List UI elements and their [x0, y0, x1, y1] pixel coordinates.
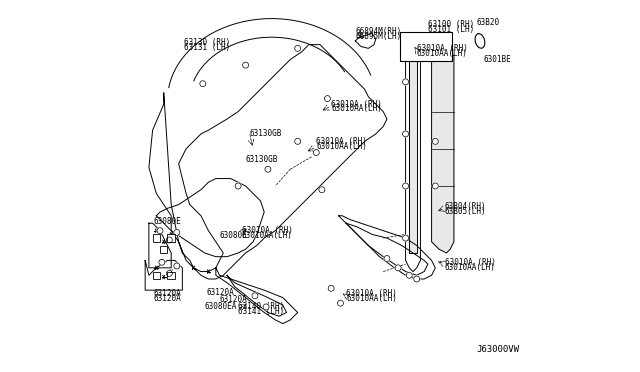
Text: 63120A: 63120A: [154, 294, 181, 303]
Circle shape: [403, 235, 408, 241]
Text: 63B05(LH): 63B05(LH): [445, 207, 486, 216]
Text: 63010A (RH): 63010A (RH): [445, 258, 495, 267]
Text: 63B04(RH): 63B04(RH): [445, 202, 486, 211]
Circle shape: [384, 256, 390, 262]
Circle shape: [263, 304, 269, 310]
Text: 6301BE: 6301BE: [484, 55, 511, 64]
Circle shape: [166, 270, 172, 276]
Text: 63120A: 63120A: [207, 288, 234, 296]
Circle shape: [294, 45, 301, 51]
Circle shape: [324, 96, 330, 102]
Text: 63080E: 63080E: [154, 217, 181, 226]
Text: 66894M(RH): 66894M(RH): [355, 27, 401, 36]
FancyBboxPatch shape: [168, 234, 175, 242]
FancyBboxPatch shape: [168, 272, 175, 279]
FancyBboxPatch shape: [400, 32, 452, 61]
Text: 63140 (RH): 63140 (RH): [238, 302, 284, 311]
Circle shape: [403, 183, 408, 189]
Text: 63010A (RH): 63010A (RH): [331, 100, 382, 109]
Text: 63010A (RH): 63010A (RH): [417, 44, 468, 53]
Circle shape: [433, 183, 438, 189]
Circle shape: [403, 79, 408, 85]
Text: 63010AA(LH): 63010AA(LH): [331, 105, 382, 113]
Circle shape: [252, 293, 258, 299]
Circle shape: [406, 272, 412, 278]
Text: 63080EA: 63080EA: [205, 302, 237, 311]
Text: 63141 (LH): 63141 (LH): [238, 307, 284, 316]
Text: 63010AA(LH): 63010AA(LH): [316, 142, 367, 151]
Text: 63010AA(LH): 63010AA(LH): [242, 231, 292, 240]
Text: 63080E: 63080E: [220, 231, 247, 240]
Circle shape: [174, 263, 180, 269]
Circle shape: [314, 150, 319, 155]
Text: 63010A (RH): 63010A (RH): [346, 289, 397, 298]
Circle shape: [166, 237, 172, 243]
Circle shape: [265, 166, 271, 172]
Text: 63120A: 63120A: [220, 295, 247, 304]
FancyBboxPatch shape: [152, 234, 160, 242]
Circle shape: [243, 62, 248, 68]
Circle shape: [174, 230, 180, 235]
Text: 63101 (LH): 63101 (LH): [428, 25, 474, 33]
FancyBboxPatch shape: [160, 246, 168, 253]
FancyBboxPatch shape: [152, 272, 160, 279]
Circle shape: [337, 300, 344, 306]
Text: 63010AA(LH): 63010AA(LH): [417, 49, 468, 58]
Circle shape: [395, 265, 401, 271]
Text: 63130GB: 63130GB: [246, 155, 278, 164]
Text: 63120A: 63120A: [154, 289, 181, 298]
Text: 63100 (RH): 63100 (RH): [428, 20, 474, 29]
Polygon shape: [431, 48, 454, 253]
Text: 63010A (RH): 63010A (RH): [316, 137, 367, 146]
Circle shape: [159, 259, 165, 265]
Circle shape: [413, 276, 420, 282]
Circle shape: [157, 228, 163, 234]
Circle shape: [328, 285, 334, 291]
Text: J63000VW: J63000VW: [476, 345, 519, 354]
Text: 66895M(LH): 66895M(LH): [355, 32, 401, 41]
Circle shape: [235, 183, 241, 189]
Polygon shape: [410, 48, 417, 253]
Text: 63130GB: 63130GB: [250, 129, 282, 138]
Circle shape: [200, 81, 206, 87]
Text: 63B20: 63B20: [476, 18, 499, 27]
Circle shape: [433, 138, 438, 144]
Text: 63010A (RH): 63010A (RH): [242, 226, 292, 235]
Ellipse shape: [475, 33, 485, 48]
Text: 63010AA(LH): 63010AA(LH): [445, 263, 495, 272]
Text: 63010AA(LH): 63010AA(LH): [346, 294, 397, 303]
Circle shape: [403, 131, 408, 137]
Circle shape: [294, 138, 301, 144]
Text: 63130 (RH): 63130 (RH): [184, 38, 230, 47]
Circle shape: [319, 187, 325, 193]
Text: 63131 (LH): 63131 (LH): [184, 43, 230, 52]
